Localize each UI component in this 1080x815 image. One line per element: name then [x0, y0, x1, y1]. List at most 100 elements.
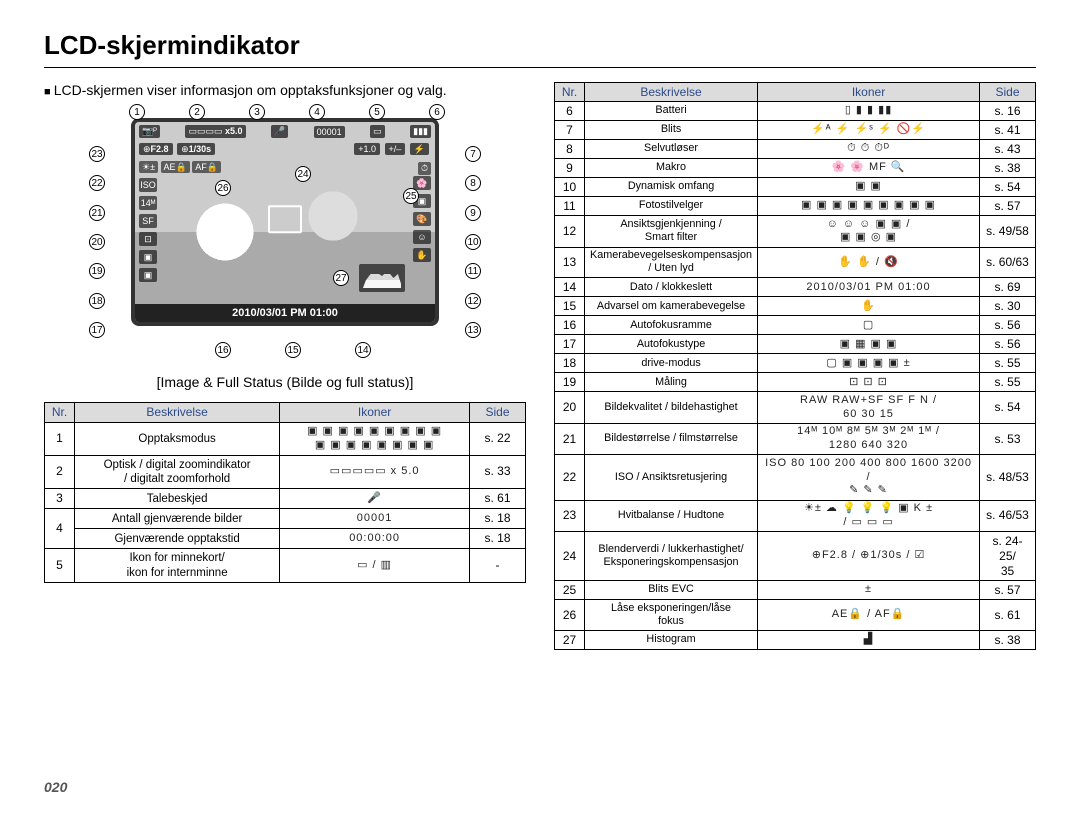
table-row: 3Talebeskjed🎤s. 61 [45, 489, 526, 509]
flash: ⚡ [410, 143, 429, 155]
cell-nr: 4 [45, 509, 75, 549]
cell-icons: 00001 [280, 509, 470, 529]
cell-desc: Ansiktsgjenkjenning /Smart filter [585, 216, 758, 248]
cell-side: s. 18 [470, 509, 526, 529]
cell-side: s. 18 [470, 529, 526, 549]
callout-20: 20 [89, 234, 105, 250]
cell-side: s. 46/53 [980, 500, 1036, 532]
callout-22: 22 [89, 175, 105, 191]
table-row: 1Opptaksmodus▣ ▣ ▣ ▣ ▣ ▣ ▣ ▣ ▣▣ ▣ ▣ ▣ ▣ … [45, 423, 526, 456]
cell-nr: 12 [555, 216, 585, 248]
table-row: 7Blits⚡ᴬ ⚡ ⚡ˢ ⚡ 🚫⚡s. 41 [555, 121, 1036, 140]
cell-icons: ▢ [758, 316, 980, 335]
cell-side: s. 48/53 [980, 455, 1036, 500]
cell-icons: RAW RAW+SF SF F N /60 30 15 [758, 392, 980, 424]
timer-icon: ⏱ [418, 162, 431, 175]
cell-desc: Blits [585, 121, 758, 140]
cell-desc: Blenderverdi / lukkerhastighet/Eksponeri… [585, 532, 758, 581]
table-row: 14Dato / klokkeslett2010/03/01 PM 01:00s… [555, 278, 1036, 297]
table-row: 26Låse eksponeringen/låsefokusAE🔒 / AF🔒s… [555, 600, 1036, 631]
cell-side: s. 43 [980, 140, 1036, 159]
cell-icons: 🌸 🌸 MF 🔍 [758, 159, 980, 178]
mode-icon: 📷ᴾ [139, 125, 160, 138]
cell-nr: 24 [555, 532, 585, 581]
cell-nr: 13 [555, 247, 585, 278]
cell-side: s. 57 [980, 197, 1036, 216]
cell-icons: ✋ ✋ / 🔇 [758, 247, 980, 278]
table-row: 24Blenderverdi / lukkerhastighet/Ekspone… [555, 532, 1036, 581]
cell-side: s. 55 [980, 373, 1036, 392]
cell-icons: ⊕F2.8 / ⊕1/30s / ☑ [758, 532, 980, 581]
page-number: 020 [44, 779, 67, 795]
cell-desc: Opptaksmodus [75, 423, 280, 456]
th-nr: Nr. [45, 403, 75, 423]
cell-side: s. 55 [980, 354, 1036, 373]
callout-24: 24 [295, 166, 311, 182]
cell-side: s. 56 [980, 335, 1036, 354]
cell-icons: ✋ [758, 297, 980, 316]
cell-icons: ▣ ▣ ▣ ▣ ▣ ▣ ▣ ▣ ▣ [758, 197, 980, 216]
cell-icons: 2010/03/01 PM 01:00 [758, 278, 980, 297]
cell-side: s. 22 [470, 423, 526, 456]
callout-21: 21 [89, 205, 105, 221]
cell-nr: 5 [45, 549, 75, 583]
table-row: 22ISO / AnsiktsretusjeringISO 80 100 200… [555, 455, 1036, 500]
shutter: ⊕1/30s [177, 143, 215, 155]
voice-icon: 🎤 [271, 125, 288, 138]
af-lock: AF🔒 [192, 161, 221, 173]
callout-18: 18 [89, 293, 105, 309]
cell-desc: drive-modus [585, 354, 758, 373]
callout-16: 16 [215, 342, 231, 358]
th-icons: Ikoner [758, 83, 980, 102]
cell-side: s. 30 [980, 297, 1036, 316]
table-row: 12Ansiktsgjenkjenning /Smart filter☺ ☺ ☺… [555, 216, 1036, 248]
focus-frame-icon [268, 205, 302, 233]
cell-side: s. 54 [980, 392, 1036, 424]
callout-1: 1 [129, 104, 145, 120]
cell-icons: 🎤 [280, 489, 470, 509]
cell-desc: Selvutløser [585, 140, 758, 159]
cell-nr: 18 [555, 354, 585, 373]
flash-pm: +/– [385, 143, 406, 155]
table-row: 5Ikon for minnekort/ikon for internminne… [45, 549, 526, 583]
callout-25: 25 [403, 188, 419, 204]
cell-side: s. 38 [980, 159, 1036, 178]
lcd-left-icons: ISO14ᴹSF⊡▣▣ [139, 178, 157, 282]
cell-nr: 7 [555, 121, 585, 140]
callout-2: 2 [189, 104, 205, 120]
cell-nr: 19 [555, 373, 585, 392]
table-row: 23Hvitbalanse / Hudtone☀± ☁ 💡 💡 💡 ▣ K ±/… [555, 500, 1036, 532]
table-row: Gjenværende opptakstid00:00:00s. 18 [45, 529, 526, 549]
cell-icons: ▭▭▭▭▭ x 5.0 [280, 455, 470, 489]
cell-side: s. 56 [980, 316, 1036, 335]
cell-nr: 20 [555, 392, 585, 424]
cell-side: s. 49/58 [980, 216, 1036, 248]
cell-nr: 16 [555, 316, 585, 335]
table-row: 18drive-modus▢ ▣ ▣ ▣ ▣ ±s. 55 [555, 354, 1036, 373]
th-desc: Beskrivelse [585, 83, 758, 102]
cell-desc: Ikon for minnekort/ikon for internminne [75, 549, 280, 583]
th-desc: Beskrivelse [75, 403, 280, 423]
callout-7: 7 [465, 146, 481, 162]
cell-desc: ISO / Ansiktsretusjering [585, 455, 758, 500]
table-row: 11Fotostilvelger▣ ▣ ▣ ▣ ▣ ▣ ▣ ▣ ▣s. 57 [555, 197, 1036, 216]
callout-8: 8 [465, 175, 481, 191]
table-row: 8Selvutløser⏱ ⏱ ⏱ᴰs. 43 [555, 140, 1036, 159]
cell-nr: 6 [555, 102, 585, 121]
callout-9: 9 [465, 205, 481, 221]
cell-nr: 2 [45, 455, 75, 489]
cell-icons: AE🔒 / AF🔒 [758, 600, 980, 631]
lcd-datetime: 2010/03/01 PM 01:00 [135, 304, 435, 322]
cell-icons: ISO 80 100 200 400 800 1600 3200 /✎ ✎ ✎ [758, 455, 980, 500]
battery-icon: ▮▮▮ [410, 125, 431, 138]
table-row: 21Bildestørrelse / filmstørrelse14ᴹ 10ᴹ … [555, 423, 1036, 455]
cell-nr: 10 [555, 178, 585, 197]
cell-desc: Bildestørrelse / filmstørrelse [585, 423, 758, 455]
cell-nr: 14 [555, 278, 585, 297]
table-row: 4Antall gjenværende bilder00001s. 18 [45, 509, 526, 529]
callout-10: 10 [465, 234, 481, 250]
cell-icons: ▣ ▦ ▣ ▣ [758, 335, 980, 354]
cell-desc: Autofokustype [585, 335, 758, 354]
cell-nr: 1 [45, 423, 75, 456]
cell-side: s. 24-25/35 [980, 532, 1036, 581]
